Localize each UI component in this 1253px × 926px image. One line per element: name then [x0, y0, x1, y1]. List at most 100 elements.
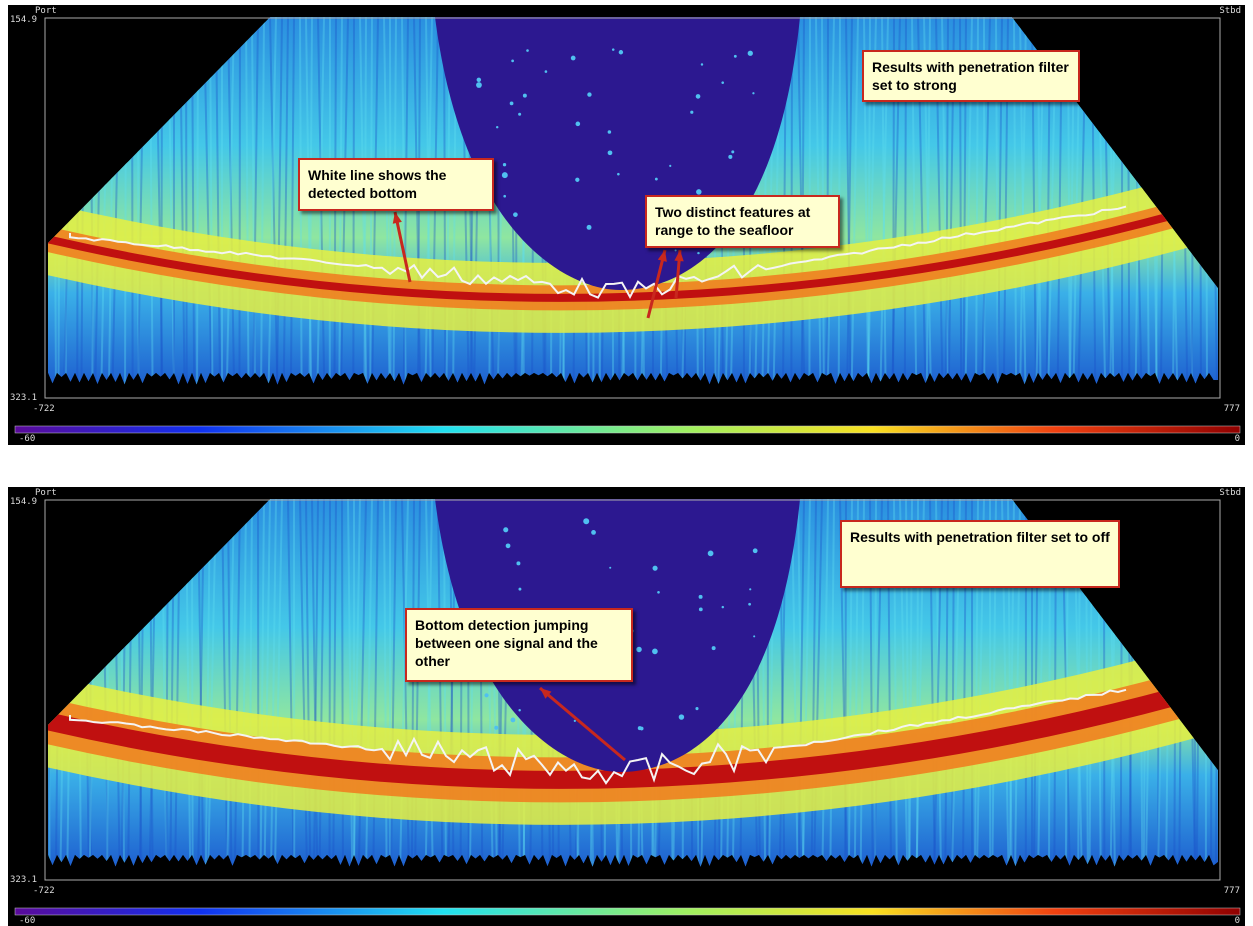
speckle [712, 646, 716, 650]
speckle [697, 252, 699, 254]
across-max: 777 [1224, 886, 1240, 896]
speckle [721, 81, 724, 84]
speckle [608, 130, 612, 134]
speckle [511, 718, 516, 723]
speckle [701, 63, 703, 65]
speckle [722, 606, 724, 608]
speckle [752, 92, 754, 94]
port-label: Port [35, 6, 57, 16]
streak [77, 17, 78, 390]
callout: Bottom detection jumping between one sig… [405, 608, 633, 682]
callout: Results with penetration filter set to o… [840, 520, 1120, 588]
speckle [510, 101, 514, 105]
speckle [503, 163, 506, 166]
speckle [516, 561, 520, 565]
across-max: 777 [1224, 404, 1240, 414]
callout: Two distinct features at range to the se… [645, 195, 840, 248]
speckle [708, 551, 714, 557]
speckle [503, 195, 506, 198]
streak [1218, 17, 1223, 390]
scale-min: -60 [19, 434, 35, 444]
speckle [526, 49, 529, 52]
speckle [749, 588, 751, 590]
speckle [587, 92, 591, 96]
callout: White line shows the detected bottom [298, 158, 494, 211]
speckle [657, 591, 660, 594]
speckle [571, 56, 576, 61]
speckle [728, 155, 732, 159]
speckle [617, 173, 620, 176]
streak [161, 17, 162, 390]
streak [1200, 17, 1201, 390]
speckle [699, 595, 703, 599]
scale-min: -60 [19, 916, 35, 926]
speckle [476, 82, 482, 88]
speckle [753, 548, 758, 553]
speckle [669, 165, 671, 167]
speckle [690, 111, 693, 114]
stbd-label: Stbd [1219, 488, 1241, 498]
speckle [575, 178, 579, 182]
speckle [502, 172, 508, 178]
speckle [609, 567, 611, 569]
speckle [734, 55, 737, 58]
streak [239, 17, 240, 390]
speckle [513, 212, 518, 217]
speckle [638, 726, 642, 730]
speckle [494, 726, 498, 730]
speckle [753, 635, 755, 637]
speckle [679, 714, 684, 719]
speckle [696, 94, 701, 99]
screenshot: PortStbd154.9323.1-722777-600Results wit… [0, 0, 1253, 926]
speckle [545, 70, 548, 73]
sonar-panel: Port Stbd 154.9 323.1-722 777 -60 0 Results wit… [8, 487, 1245, 926]
scale-max: 0 [1235, 434, 1240, 444]
across-min: -722 [33, 404, 55, 414]
streak [107, 499, 108, 872]
depth-top: 154.9 [10, 497, 37, 507]
depth-top: 154.9 [10, 15, 37, 25]
speckle [503, 527, 508, 532]
speckle [506, 543, 511, 548]
speckle [652, 649, 658, 655]
scale-max: 0 [1235, 916, 1240, 926]
streak [132, 17, 133, 390]
speckle [636, 647, 641, 652]
port-label: Port [35, 488, 57, 498]
speckle [655, 178, 658, 181]
speckle [675, 249, 677, 251]
streak [125, 17, 126, 390]
speckle [695, 707, 698, 710]
speckle [587, 225, 592, 230]
speckle [484, 693, 488, 697]
color-scale [15, 908, 1240, 915]
stbd-label: Stbd [1219, 6, 1241, 16]
speckle [699, 607, 703, 611]
streak [342, 499, 343, 872]
speckle [653, 566, 658, 571]
streak [1206, 17, 1207, 390]
speckle [511, 60, 514, 63]
streak [192, 499, 193, 872]
speckle [583, 518, 589, 524]
depth-bottom: 323.1 [10, 393, 37, 403]
speckle [748, 51, 753, 56]
streak [329, 499, 330, 872]
speckle [477, 78, 481, 82]
speckle [496, 126, 498, 128]
speckle [518, 588, 521, 591]
speckle [591, 530, 596, 535]
speckle [518, 113, 521, 116]
streak [1194, 499, 1195, 872]
streak [1211, 499, 1212, 872]
across-min: -722 [33, 886, 55, 896]
speckle [518, 709, 520, 711]
speckle [612, 48, 614, 50]
streak [186, 17, 187, 390]
speckle [731, 150, 734, 153]
speckle [619, 50, 623, 54]
depth-bottom: 323.1 [10, 875, 37, 885]
speckle [523, 94, 527, 98]
speckle [696, 189, 701, 194]
